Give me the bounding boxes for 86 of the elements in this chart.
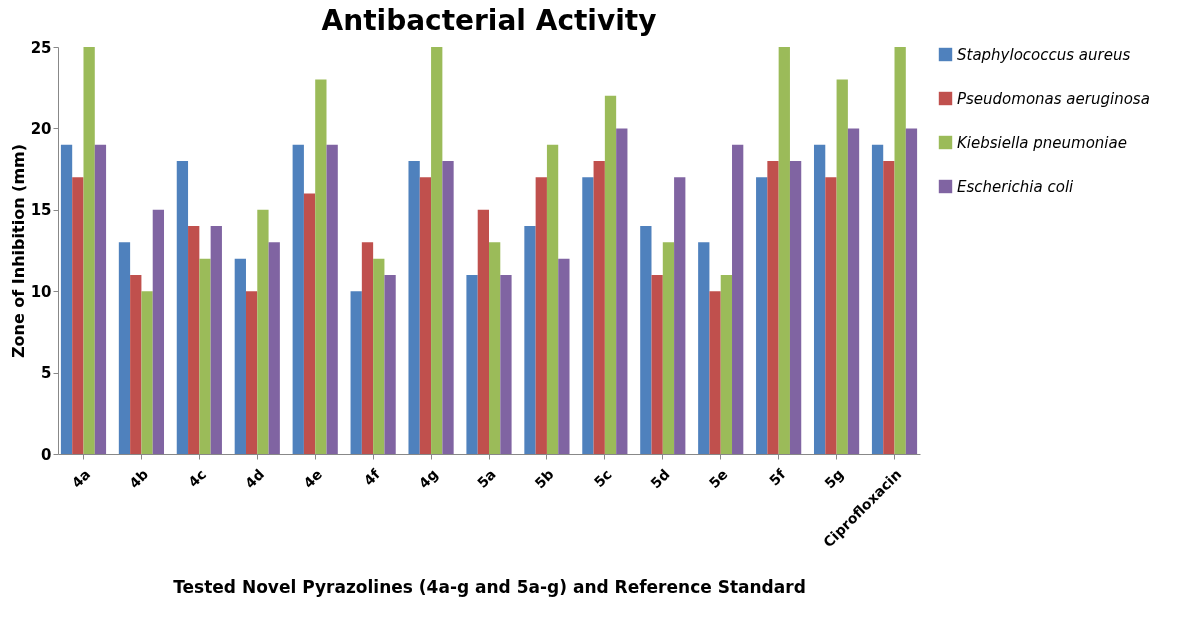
bar — [905, 128, 918, 454]
bar — [141, 291, 153, 454]
bar — [94, 144, 107, 454]
bar — [871, 144, 884, 454]
bar — [419, 177, 432, 454]
y-tick-label: 0 — [41, 445, 52, 464]
bar — [60, 144, 73, 454]
bar — [210, 226, 222, 454]
bar — [361, 242, 374, 454]
x-tick-label: 5d — [647, 466, 673, 492]
x-tick-label: 4f — [360, 465, 384, 489]
x-tick-label: 4d — [241, 466, 268, 492]
x-tick-label: 5b — [531, 466, 557, 492]
bar — [662, 242, 675, 454]
bar — [477, 209, 489, 454]
bar — [756, 177, 768, 454]
bar — [373, 258, 385, 454]
bar — [582, 177, 594, 454]
bar — [698, 242, 710, 454]
bar — [152, 209, 165, 454]
bar — [315, 79, 327, 454]
bar — [883, 160, 895, 454]
legend-label: Pseudomonas aeruginosa — [957, 89, 1150, 108]
legend-label: Staphylococcus aureus — [957, 45, 1131, 64]
bar — [257, 209, 269, 454]
bar — [732, 144, 744, 454]
bar — [825, 177, 837, 454]
y-tick-label: 15 — [30, 201, 52, 220]
x-tick-label: 5e — [705, 466, 731, 492]
bar — [245, 291, 258, 454]
bar — [709, 291, 721, 454]
y-tick-label: 25 — [30, 38, 52, 57]
bar — [188, 226, 200, 454]
bar — [894, 47, 906, 454]
bar — [546, 144, 559, 454]
bar — [535, 177, 547, 454]
bar — [836, 79, 848, 454]
x-tick-label: 5a — [474, 466, 499, 491]
bar — [268, 242, 280, 454]
bar — [130, 274, 142, 454]
bar — [303, 193, 316, 454]
bar — [199, 258, 211, 454]
bar — [789, 160, 802, 454]
x-tick-label: 4g — [415, 466, 441, 492]
y-tick-label: 20 — [30, 119, 52, 138]
x-tick-label: 4c — [185, 466, 210, 491]
y-tick-label: 5 — [41, 364, 52, 383]
bar — [593, 160, 605, 454]
bar — [720, 274, 733, 454]
y-axis-title: Zone of Inhibition (mm) — [8, 143, 28, 359]
bar — [83, 47, 95, 454]
bar — [118, 242, 131, 454]
bar — [176, 160, 189, 454]
bar — [524, 226, 536, 454]
bar — [326, 144, 338, 454]
bar — [72, 177, 84, 454]
x-tick-label: 5f — [766, 465, 790, 489]
x-tick-label: 4a — [68, 466, 94, 491]
x-tick-label: 4b — [126, 466, 152, 492]
bar — [292, 144, 304, 454]
x-tick-label: 5c — [590, 466, 615, 491]
chart-title: Antibacterial Activity — [321, 4, 657, 37]
bar — [616, 128, 628, 454]
x-axis-title: Tested Novel Pyrazolines (4a-g and 5a-g) and Reference Standard — [173, 577, 806, 598]
bar — [408, 160, 420, 454]
legend-label: Escherichia coli — [957, 177, 1075, 196]
bar — [847, 128, 860, 454]
bar — [350, 291, 362, 454]
bar — [674, 177, 686, 454]
bar — [431, 47, 443, 454]
bar — [558, 258, 570, 454]
bar — [466, 274, 478, 454]
bar — [604, 95, 617, 454]
bar — [651, 274, 663, 454]
bar — [234, 258, 246, 454]
legend-label: Kiebsiella pneumoniae — [957, 133, 1127, 152]
bar — [384, 274, 396, 454]
bar — [442, 160, 454, 454]
bar — [767, 160, 779, 454]
bar — [813, 144, 826, 454]
x-tick-label: 4e — [300, 466, 326, 492]
bar — [489, 242, 501, 454]
y-tick-label: 10 — [30, 282, 52, 301]
bar — [640, 226, 652, 454]
bar — [778, 47, 790, 454]
bar — [500, 274, 512, 454]
